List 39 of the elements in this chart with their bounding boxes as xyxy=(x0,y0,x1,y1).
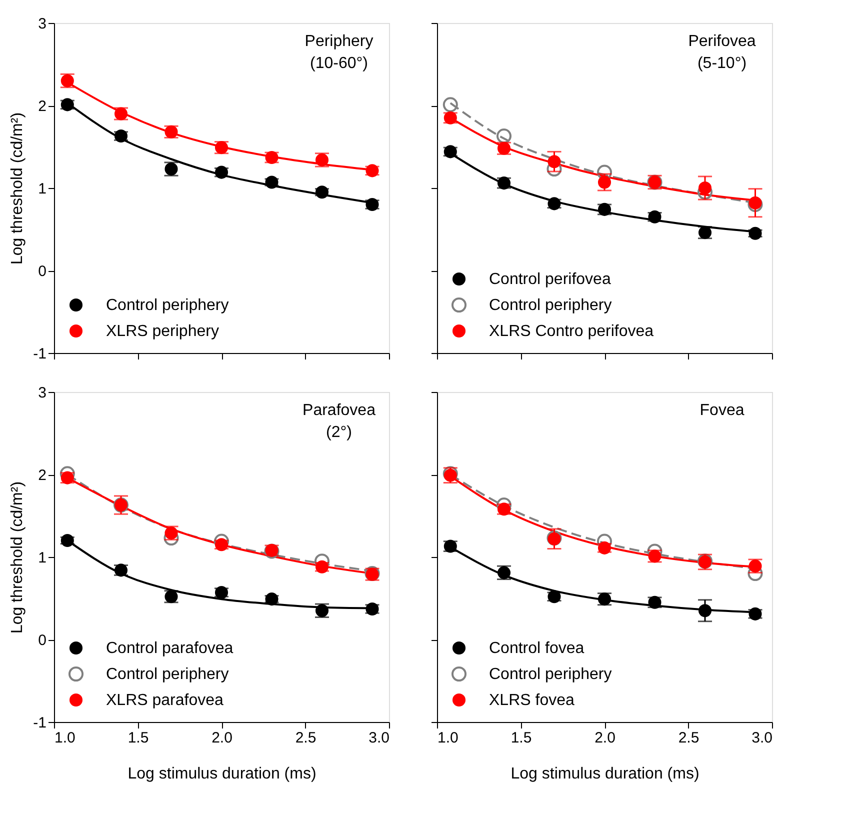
legend-label: Control parafovea xyxy=(106,640,234,657)
legend-label: XLRS Contro perifovea xyxy=(489,323,654,340)
x-tick-label: 2.0 xyxy=(594,730,616,746)
y-tick-label: 1 xyxy=(38,550,46,566)
legend-label: XLRS fovea xyxy=(489,692,574,709)
legend-label: Control periphery xyxy=(106,666,229,683)
x-tick-label: 3.0 xyxy=(368,730,390,746)
text: Periphery (10-60°) xyxy=(304,33,374,72)
x-tick-label: 3.0 xyxy=(752,730,772,746)
y-tick-label: 1 xyxy=(38,180,46,198)
y-tick-label: 2 xyxy=(38,467,46,484)
x-tick-label: 2.0 xyxy=(212,730,232,746)
x-tick-label: 1.0 xyxy=(438,730,458,746)
y-tick-label: 3 xyxy=(38,16,46,32)
x-tick-label: 1.5 xyxy=(128,730,149,746)
x-tick-label: 2.5 xyxy=(678,730,700,746)
legend-label: XLRS parafovea xyxy=(106,692,224,709)
legend-label: Control periphery xyxy=(489,666,612,683)
legend-label: Control perifovea xyxy=(489,271,611,288)
text: Perifovea (5-10°) xyxy=(688,33,756,72)
x-axis-title: Log stimulus duration (ms) xyxy=(128,766,316,782)
x-tick-label: 1.0 xyxy=(54,730,76,746)
y-tick-label: 2 xyxy=(38,98,46,115)
legend-label: Control fovea xyxy=(489,640,584,657)
text: Parafovea (2°) xyxy=(302,402,376,441)
legend-label: XLRS periphery xyxy=(106,323,219,340)
legend-label: Control periphery xyxy=(106,297,229,314)
legend-label: Control periphery xyxy=(489,297,612,314)
y-tick-label: 0 xyxy=(38,632,46,649)
x-axis-title: Log stimulus duration (ms) xyxy=(510,766,700,782)
y-axis-title: Log threshold (cd/m²) xyxy=(9,112,26,265)
text: Fovea xyxy=(700,402,744,419)
y-tick-label: 3 xyxy=(38,384,46,402)
y-tick-label: 0 xyxy=(38,263,46,280)
x-tick-label: 1.5 xyxy=(510,730,532,746)
y-tick-label: -1 xyxy=(33,714,46,732)
x-tick-label: 2.5 xyxy=(295,730,316,746)
y-tick-label: -1 xyxy=(33,346,46,362)
y-axis-title: Log threshold (cd/m²) xyxy=(9,481,26,634)
